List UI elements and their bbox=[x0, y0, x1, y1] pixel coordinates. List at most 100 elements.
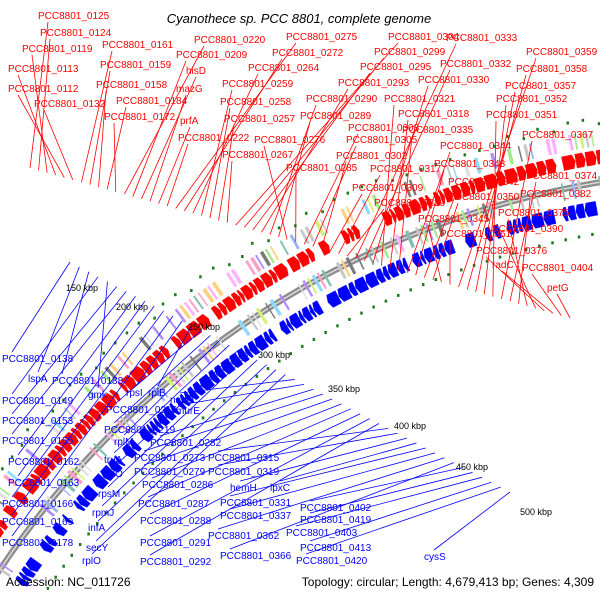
gene-label[interactable]: PCC8801_0374 bbox=[526, 171, 598, 182]
gene-label[interactable]: PCC8801_0293 bbox=[338, 78, 410, 89]
gene-label[interactable]: PCC8801_0209 bbox=[176, 50, 248, 61]
gene-label[interactable]: PCC8801_0333 bbox=[446, 33, 518, 44]
gene-label[interactable]: PCC8801_0275 bbox=[286, 32, 358, 43]
gene-label[interactable]: PCC8801_0375 bbox=[498, 208, 570, 219]
gene-label[interactable]: PCC8801_0113 bbox=[8, 64, 79, 75]
gene-label[interactable]: PCC8801_0295 bbox=[360, 62, 432, 73]
gene-label[interactable]: mazG bbox=[176, 84, 203, 95]
gene-label[interactable]: PCC8801_0159 bbox=[100, 60, 172, 71]
gene-label[interactable]: rplO bbox=[82, 556, 101, 567]
gene-label[interactable]: PCC8801_0169 bbox=[2, 517, 74, 528]
gene-label[interactable]: secY bbox=[86, 543, 109, 554]
gene-label[interactable]: PCC8801_0149 bbox=[2, 396, 74, 407]
gene-label[interactable]: rpsM bbox=[98, 489, 120, 500]
gene-label[interactable]: PCC8801_0166 bbox=[2, 499, 74, 510]
gene-label[interactable]: PCC8801_0420 bbox=[296, 556, 368, 567]
gene-label[interactable]: PCC8801_0337 bbox=[220, 511, 292, 522]
gene-label[interactable]: PCC8801_0299 bbox=[374, 47, 446, 58]
gene-label[interactable]: PCC8801_0276 bbox=[254, 135, 326, 146]
gene-label[interactable]: PCC8801_0292 bbox=[140, 557, 212, 568]
gene-label[interactable]: PCC8801_0343 bbox=[434, 159, 506, 170]
gene-label[interactable]: rplM bbox=[114, 437, 133, 448]
gene-label[interactable]: petG bbox=[547, 283, 569, 294]
gene-label[interactable]: truA bbox=[104, 455, 123, 466]
gene-label[interactable]: PCC8801_0132 bbox=[34, 99, 106, 110]
gene-label[interactable]: PCC8801_0303 bbox=[348, 123, 420, 134]
gene-label[interactable]: PCC8801_0351 bbox=[486, 110, 558, 121]
gene-label[interactable]: PCC8801_0220 bbox=[194, 35, 266, 46]
gene-label[interactable]: PCC8801_0359 bbox=[526, 47, 598, 58]
gene-label[interactable]: PCC8801_0305 bbox=[346, 135, 418, 146]
gene-label[interactable]: infA bbox=[88, 523, 106, 534]
gene-label[interactable]: PCC8801_0404 bbox=[522, 263, 594, 274]
gene-label[interactable]: PCC8801_0138 bbox=[2, 354, 74, 365]
gene-label[interactable]: PCC8801_0317 bbox=[370, 164, 442, 175]
gene-label[interactable]: PCC8801_0403 bbox=[286, 528, 358, 539]
gene-label[interactable]: PCC8801_0361 bbox=[440, 229, 512, 240]
gene-label[interactable]: rpsI bbox=[126, 388, 143, 399]
gene-label[interactable]: PCC8801_0161 bbox=[102, 40, 174, 51]
gene-label[interactable]: PCC8801_0282 bbox=[150, 438, 222, 449]
gene-label[interactable]: PCC8801_0330 bbox=[418, 75, 490, 86]
gene-label[interactable]: PCC8801_0272 bbox=[272, 48, 344, 59]
gene-label[interactable]: PCC8801_0309 bbox=[352, 183, 424, 194]
gene-label[interactable]: PCC8801_0321 bbox=[384, 94, 456, 105]
gene-label[interactable]: cysS bbox=[424, 552, 446, 563]
gene-label[interactable]: PCC8801_0267 bbox=[222, 150, 294, 161]
gene-label[interactable]: PCC8801_0163 bbox=[8, 478, 80, 489]
gene-label[interactable]: PCC8801_0315 bbox=[208, 453, 280, 464]
gene-label[interactable]: PCC8801_0290 bbox=[306, 94, 378, 105]
gene-label[interactable]: PCC8801_0332 bbox=[440, 59, 512, 70]
gene-label[interactable]: lspA bbox=[28, 374, 48, 385]
gene-label[interactable]: PCC8801_0112 bbox=[8, 84, 79, 95]
gene-label[interactable]: PCC8801_0357 bbox=[505, 81, 577, 92]
gene-label[interactable]: PCC8801_0362 bbox=[208, 531, 280, 542]
gene-label[interactable]: PCC8801_0124 bbox=[40, 28, 112, 39]
gene-label[interactable]: PCC8801_0302 bbox=[336, 151, 408, 162]
gene-label[interactable]: radC bbox=[492, 260, 514, 271]
gene-label[interactable]: PCC8801_0335 bbox=[402, 125, 474, 136]
gene-label[interactable]: PCC8801_0286 bbox=[142, 480, 214, 491]
gene-label[interactable]: gmk bbox=[88, 390, 108, 401]
gene-label[interactable]: PCC8801_0285 bbox=[286, 163, 358, 174]
gene-label[interactable]: PCC8801_0279 bbox=[134, 467, 206, 478]
gene-label[interactable]: PCC8801_0304 bbox=[388, 32, 460, 43]
gene-label[interactable]: PCC8801_0178 bbox=[2, 538, 74, 549]
gene-label[interactable]: PCC8801_0222 bbox=[178, 133, 250, 144]
gene-label[interactable]: PCC8801_0344 bbox=[440, 141, 512, 152]
gene-label[interactable]: PCC8801_0319 bbox=[208, 467, 280, 478]
gene-label[interactable]: PCC8801_0382 bbox=[520, 189, 592, 200]
gene-label[interactable]: PCC8801_0119 bbox=[22, 44, 93, 55]
gene-label[interactable]: PCC8801_0419 bbox=[300, 515, 372, 526]
gene-label[interactable]: PCC8801_0188 bbox=[52, 376, 124, 387]
gene-label[interactable]: prfA bbox=[180, 116, 199, 127]
gene-label[interactable]: PCC8801_0358 bbox=[516, 64, 588, 75]
gene-label[interactable]: PCC8801_0125 bbox=[38, 11, 110, 22]
gene-label[interactable]: nadD bbox=[170, 395, 194, 406]
gene-label[interactable]: PCC8801_0162 bbox=[8, 457, 80, 468]
gene-label[interactable]: PCC8801_0345 bbox=[418, 214, 490, 225]
gene-label[interactable]: PCC8801_0366 bbox=[220, 551, 292, 562]
gene-label[interactable]: PCC8801_0184 bbox=[116, 96, 188, 107]
gene-label[interactable]: PCC8801_0402 bbox=[300, 503, 372, 514]
gene-label[interactable]: PCC8801_0257 bbox=[224, 114, 296, 125]
gene-label[interactable]: PCC8801_0376 bbox=[476, 246, 548, 257]
gene-label[interactable]: hisD bbox=[186, 66, 206, 77]
gene-label[interactable]: PCC8801_0367 bbox=[522, 130, 594, 141]
gene-label[interactable]: hemH bbox=[230, 483, 257, 494]
gene-label[interactable]: PCC8801_0352 bbox=[496, 94, 568, 105]
gene-label[interactable]: PCC8801_0331 bbox=[220, 498, 292, 509]
gene-label[interactable]: PCC8801_0413 bbox=[300, 543, 372, 554]
gene-label[interactable]: PCC8801_0287 bbox=[138, 499, 210, 510]
gene-labels[interactable]: PCC8801_0125 PCC8801_0124 PCC8801_0119 PCC8… bbox=[2, 11, 598, 568]
gene-label[interactable]: PCC8801_0216 bbox=[106, 405, 178, 416]
gene-label[interactable]: PCC8801_0172 bbox=[104, 112, 176, 123]
gene-label[interactable]: rplB bbox=[148, 388, 166, 399]
gene-label[interactable]: rpmJ bbox=[92, 508, 114, 519]
gene-label[interactable]: PCC8801_0318 bbox=[398, 109, 470, 120]
gene-label[interactable]: PCC8801_0155 bbox=[2, 436, 74, 447]
gene-label[interactable]: murE bbox=[176, 406, 200, 417]
gene-label[interactable]: PCC8801_0329 bbox=[374, 198, 446, 209]
gene-label[interactable]: PCC8801_0153 bbox=[2, 416, 74, 427]
gene-label[interactable]: PCC8801_0273 bbox=[134, 453, 206, 464]
